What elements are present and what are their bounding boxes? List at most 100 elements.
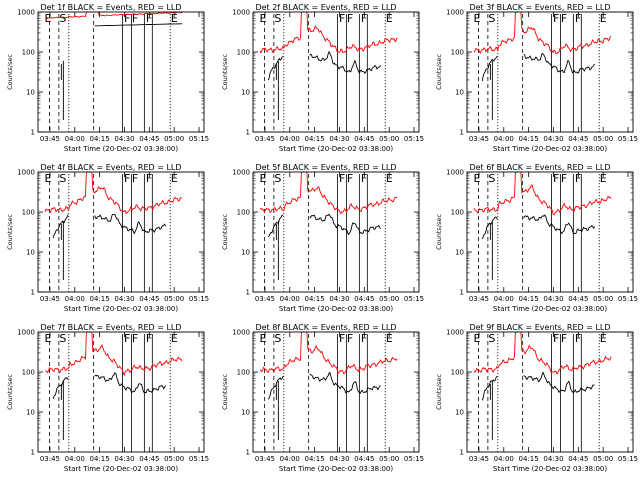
interval-marker-label: E xyxy=(473,12,480,25)
y-tick-label: 10 xyxy=(26,249,35,257)
y-tick-label: 10 xyxy=(455,249,464,257)
panel-title: Det 3f BLACK = Events, RED = LLD xyxy=(469,3,610,12)
x-tick-label: 04:15 xyxy=(519,455,539,463)
y-tick-label: 1000 xyxy=(446,9,464,17)
interval-marker-label: F xyxy=(146,12,152,25)
interval-marker-label: F xyxy=(124,332,130,345)
panel-title: Det 9f BLACK = Events, RED = LLD xyxy=(469,323,610,332)
interval-marker-label: E xyxy=(259,172,266,185)
x-tick-label: 04:45 xyxy=(568,295,588,303)
y-axis-label: Counts/sec xyxy=(221,54,229,90)
interval-marker-label: S xyxy=(488,332,495,345)
plot-frame xyxy=(466,171,634,293)
x-axis-label: Start Time (20-Dec-02 03:38:00) xyxy=(64,305,178,313)
plot-frame xyxy=(252,11,420,133)
plot-frame xyxy=(37,11,205,133)
x-tick-label: 04:15 xyxy=(519,295,539,303)
y-axis-label: Counts/sec xyxy=(435,374,443,410)
events-series-line xyxy=(52,213,167,239)
y-axis-label: Counts/sec xyxy=(221,374,229,410)
y-axis-label: Counts/sec xyxy=(6,54,14,90)
x-tick-label: 03:45 xyxy=(40,455,60,463)
x-axis-label: Start Time (20-Dec-02 03:38:00) xyxy=(279,305,393,313)
y-tick-label: 1000 xyxy=(17,329,35,337)
x-tick-label: 04:45 xyxy=(139,295,159,303)
events-series-line xyxy=(94,23,183,27)
lld-series-line xyxy=(260,171,398,215)
interval-marker-label: F xyxy=(339,332,345,345)
chart-panel: Det 9f BLACK = Events, RED = LLD Counts/s… xyxy=(435,323,638,473)
x-tick-label: 04:45 xyxy=(139,455,159,463)
y-tick-label: 1 xyxy=(31,289,35,297)
interval-marker-label: S xyxy=(59,172,66,185)
y-axis-label: Counts/sec xyxy=(221,214,229,250)
x-tick-label: 05:00 xyxy=(379,455,399,463)
x-tick-label: 03:45 xyxy=(255,455,275,463)
x-tick-label: 03:45 xyxy=(255,135,275,143)
panel-title: Det 1f BLACK = Events, RED = LLD xyxy=(40,3,181,12)
y-tick-label: 1000 xyxy=(446,329,464,337)
x-tick-label: 04:15 xyxy=(90,295,110,303)
events-series-line xyxy=(481,52,595,82)
interval-marker-label: S xyxy=(274,332,281,345)
interval-marker-label: F xyxy=(146,172,152,185)
interval-marker-label: F xyxy=(347,12,353,25)
y-tick-label: 1 xyxy=(460,289,464,297)
x-tick-label: 04:15 xyxy=(90,135,110,143)
x-tick-label: 04:00 xyxy=(494,455,514,463)
interval-marker-label: E xyxy=(171,332,178,345)
plot-frame xyxy=(252,331,420,453)
y-tick-label: 1 xyxy=(31,449,35,457)
x-tick-label: 05:15 xyxy=(189,455,209,463)
y-tick-label: 1 xyxy=(246,129,250,137)
events-series-line xyxy=(267,371,381,400)
y-axis-label: Counts/sec xyxy=(435,214,443,250)
y-tick-label: 1000 xyxy=(232,169,250,177)
x-tick-label: 05:00 xyxy=(379,135,399,143)
events-series-line xyxy=(267,50,381,81)
interval-marker-label: F xyxy=(132,172,138,185)
x-tick-label: 05:15 xyxy=(404,455,424,463)
x-tick-label: 04:30 xyxy=(329,455,349,463)
x-tick-label: 05:15 xyxy=(189,135,209,143)
interval-marker-label: F xyxy=(361,12,367,25)
interval-marker-label: F xyxy=(553,12,559,25)
x-tick-label: 04:30 xyxy=(329,295,349,303)
x-tick-label: 04:15 xyxy=(305,455,325,463)
y-tick-label: 1 xyxy=(460,449,464,457)
x-tick-label: 04:30 xyxy=(543,455,563,463)
interval-marker-label: F xyxy=(561,332,567,345)
x-tick-label: 04:00 xyxy=(280,135,300,143)
panel-title: Det 7f BLACK = Events, RED = LLD xyxy=(40,323,181,332)
panel-title: Det 8f BLACK = Events, RED = LLD xyxy=(255,323,396,332)
y-axis-label: Counts/sec xyxy=(6,214,14,250)
y-tick-label: 100 xyxy=(237,369,250,377)
x-tick-label: 04:30 xyxy=(114,135,134,143)
x-tick-label: 03:45 xyxy=(255,295,275,303)
x-tick-label: 04:45 xyxy=(568,455,588,463)
lld-series-line xyxy=(473,171,612,216)
panel-title: Det 6f BLACK = Events, RED = LLD xyxy=(469,163,610,172)
y-tick-label: 100 xyxy=(22,369,35,377)
x-tick-label: 04:45 xyxy=(139,135,159,143)
x-tick-label: 05:15 xyxy=(618,295,638,303)
interval-marker-label: E xyxy=(473,172,480,185)
x-tick-label: 03:45 xyxy=(40,295,60,303)
lld-series-line xyxy=(473,11,612,55)
y-tick-label: 10 xyxy=(455,89,464,97)
y-tick-label: 100 xyxy=(22,49,35,57)
x-tick-label: 05:00 xyxy=(164,295,184,303)
interval-marker-label: E xyxy=(44,332,51,345)
y-tick-label: 100 xyxy=(451,49,464,57)
chart-panel: Det 2f BLACK = Events, RED = LLD Counts/s… xyxy=(221,3,424,153)
x-tick-label: 05:00 xyxy=(593,295,613,303)
chart-panel: Det 4f BLACK = Events, RED = LLD Counts/s… xyxy=(6,163,209,313)
panel-title: Det 5f BLACK = Events, RED = LLD xyxy=(255,163,396,172)
chart-panel: Det 5f BLACK = Events, RED = LLD Counts/s… xyxy=(221,163,424,313)
events-series-line xyxy=(52,372,166,399)
interval-marker-label: F xyxy=(575,332,581,345)
x-tick-label: 04:15 xyxy=(305,295,325,303)
interval-marker-label: F xyxy=(361,332,367,345)
interval-marker-label: F xyxy=(553,332,559,345)
x-tick-label: 05:15 xyxy=(618,135,638,143)
